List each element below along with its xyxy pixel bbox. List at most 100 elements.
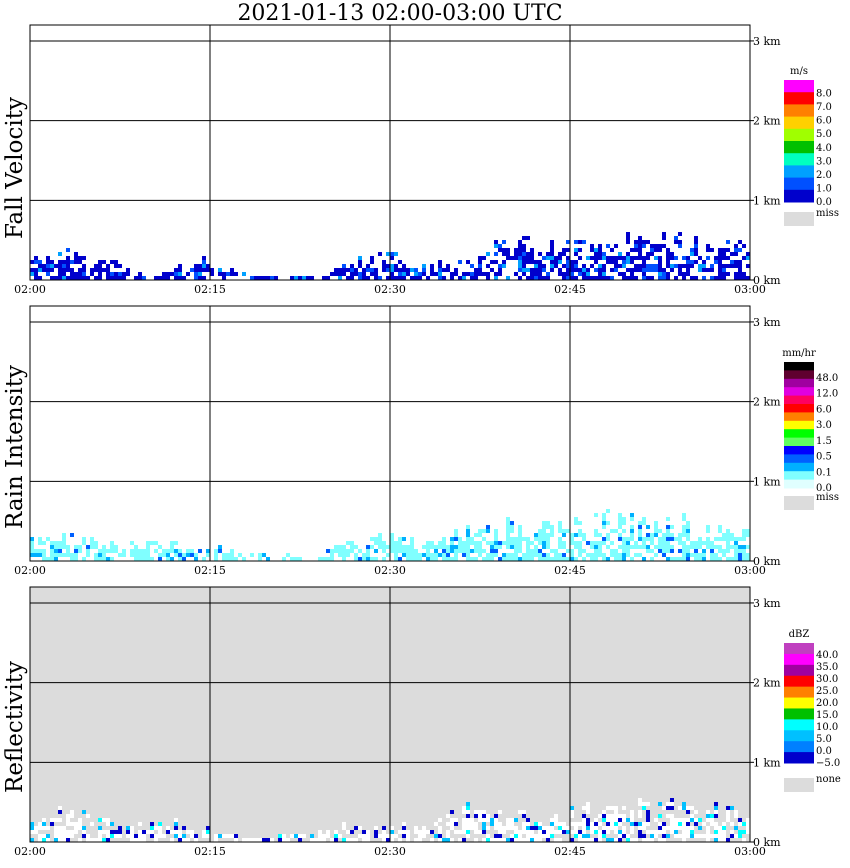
data-cell: [686, 268, 690, 272]
data-cell: [726, 240, 730, 244]
data-cell: [626, 834, 630, 838]
data-cell: [366, 545, 370, 549]
data-cell: [614, 256, 618, 260]
data-cell: [494, 553, 498, 557]
data-cell: [334, 549, 338, 553]
data-cell: [58, 818, 62, 822]
data-cell: [558, 822, 562, 826]
data-cell: [706, 256, 710, 260]
data-cell: [598, 268, 602, 272]
data-cell: [190, 830, 194, 834]
data-cell: [182, 553, 186, 557]
data-cell: [174, 826, 178, 830]
data-cell: [98, 264, 102, 268]
data-cell: [498, 826, 502, 830]
data-cell: [630, 260, 634, 264]
data-cell: [218, 834, 222, 838]
data-cell: [406, 557, 410, 561]
data-cell: [554, 549, 558, 553]
data-cell: [702, 553, 706, 557]
data-cell: [102, 553, 106, 557]
data-cell: [58, 553, 62, 557]
data-cell: [578, 822, 582, 826]
data-cell: [566, 830, 570, 834]
data-cell: [610, 256, 614, 260]
data-cell: [510, 818, 514, 822]
data-cell: [366, 549, 370, 553]
data-cell: [114, 260, 118, 264]
data-cell: [726, 272, 730, 276]
data-cell: [226, 553, 230, 557]
data-cell: [510, 537, 514, 541]
data-cell: [530, 260, 534, 264]
data-cell: [66, 248, 70, 252]
data-cell: [382, 268, 386, 272]
data-cell: [402, 553, 406, 557]
data-cell: [350, 830, 354, 834]
data-cell: [642, 517, 646, 521]
data-cell: [682, 264, 686, 268]
data-cell: [98, 276, 102, 280]
data-cell: [546, 553, 550, 557]
data-cell: [746, 818, 750, 822]
data-cell: [490, 260, 494, 264]
data-cell: [166, 553, 170, 557]
data-cell: [398, 541, 402, 545]
data-cell: [374, 272, 378, 276]
data-cell: [538, 830, 542, 834]
data-cell: [642, 822, 646, 826]
data-cell: [346, 541, 350, 545]
data-cell: [706, 826, 710, 830]
data-cell: [482, 810, 486, 814]
data-cell: [494, 272, 498, 276]
data-cell: [434, 553, 438, 557]
data-cell: [734, 541, 738, 545]
data-cell: [610, 276, 614, 280]
data-cell: [590, 248, 594, 252]
data-cell: [322, 557, 326, 561]
data-cell: [158, 826, 162, 830]
data-cell: [350, 541, 354, 545]
data-cell: [478, 545, 482, 549]
data-cell: [494, 260, 498, 264]
data-cell: [162, 553, 166, 557]
data-cell: [710, 541, 714, 545]
data-cell: [530, 557, 534, 561]
data-cell: [686, 553, 690, 557]
data-cell: [38, 826, 42, 830]
data-cell: [382, 545, 386, 549]
data-cell: [610, 260, 614, 264]
data-cell: [350, 272, 354, 276]
data-cell: [478, 533, 482, 537]
data-cell: [350, 545, 354, 549]
data-cell: [366, 276, 370, 280]
data-cell: [518, 557, 522, 561]
data-cell: [202, 276, 206, 280]
data-cell: [682, 838, 686, 842]
data-cell: [706, 248, 710, 252]
data-cell: [162, 549, 166, 553]
colorbar-swatch: [784, 730, 814, 742]
data-cell: [538, 252, 542, 256]
data-cell: [646, 830, 650, 834]
data-cell: [194, 553, 198, 557]
data-cell: [610, 806, 614, 810]
data-cell: [486, 553, 490, 557]
data-cell: [718, 545, 722, 549]
data-cell: [686, 826, 690, 830]
data-cell: [494, 818, 498, 822]
data-cell: [222, 553, 226, 557]
data-cell: [150, 826, 154, 830]
data-cell: [138, 272, 142, 276]
data-cell: [730, 545, 734, 549]
x-tick-label: 03:00: [734, 845, 766, 858]
data-cell: [390, 533, 394, 537]
data-cell: [618, 557, 622, 561]
data-cell: [498, 244, 502, 248]
data-cell: [546, 826, 550, 830]
colorbar-swatch: [784, 80, 814, 93]
data-cell: [454, 272, 458, 276]
data-cell: [66, 268, 70, 272]
data-cell: [354, 272, 358, 276]
data-cell: [582, 272, 586, 276]
